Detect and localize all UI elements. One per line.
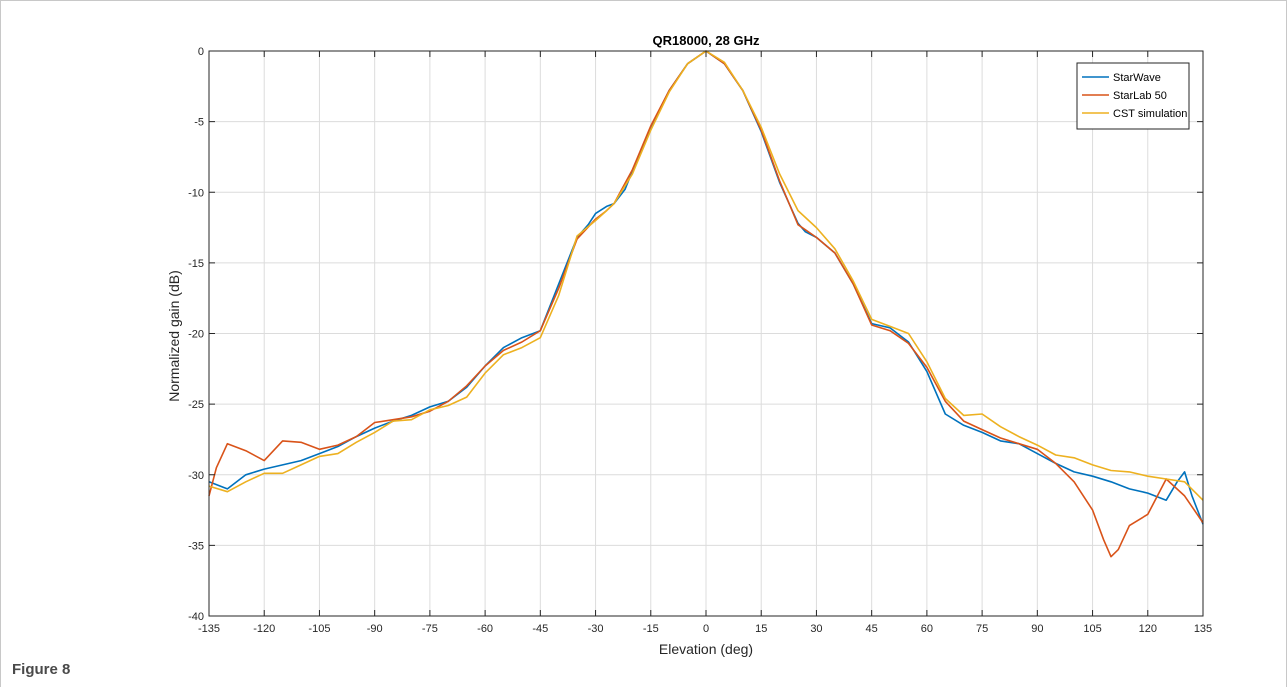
x-tick-label: -90: [367, 623, 383, 635]
legend: StarWave StarLab 50 CST simulation: [1076, 62, 1190, 130]
x-tick-label: -105: [308, 623, 330, 635]
y-tick-label: -15: [188, 258, 204, 270]
legend-label: StarLab 50: [1113, 90, 1167, 102]
legend-label: StarWave: [1113, 72, 1161, 84]
plot-border: [208, 50, 1204, 617]
y-axis-label: Normalized gain (dB): [166, 270, 182, 402]
x-tick-label: -45: [532, 623, 548, 635]
x-tick-label: -30: [588, 623, 604, 635]
y-tick-label: -35: [188, 540, 204, 552]
x-tick-label: 135: [1194, 623, 1212, 635]
y-tick-label: -40: [188, 611, 204, 623]
x-tick-label: 15: [755, 623, 767, 635]
legend-box: [1076, 62, 1190, 130]
y-tick-label: 0: [198, 46, 204, 58]
x-tick-label: 75: [976, 623, 988, 635]
y-tick-label: -30: [188, 470, 204, 482]
chart-title: QR18000, 28 GHz: [653, 33, 760, 48]
x-tick-label: -15: [643, 623, 659, 635]
x-tick-label: 45: [866, 623, 878, 635]
x-tick-label: -120: [253, 623, 275, 635]
x-tick-label: 90: [1031, 623, 1043, 635]
legend-label: CST simulation: [1113, 108, 1187, 120]
x-tick-label: -75: [422, 623, 438, 635]
x-axis-label: Elevation (deg): [659, 641, 753, 657]
figure-caption: Figure 8: [12, 661, 71, 678]
x-tick-label: 105: [1083, 623, 1101, 635]
y-tick-label: -20: [188, 329, 204, 341]
x-tick-label: 120: [1139, 623, 1157, 635]
y-tick-label: -5: [194, 117, 204, 129]
x-tick-label: -60: [477, 623, 493, 635]
x-tick-label: 60: [921, 623, 933, 635]
series-line-2: [208, 50, 1204, 501]
y-tick-label: -10: [188, 187, 204, 199]
x-tick-label: -135: [198, 623, 220, 635]
x-tick-label: 0: [703, 623, 709, 635]
y-tick-label: -25: [188, 399, 204, 411]
x-tick-label: 30: [810, 623, 822, 635]
